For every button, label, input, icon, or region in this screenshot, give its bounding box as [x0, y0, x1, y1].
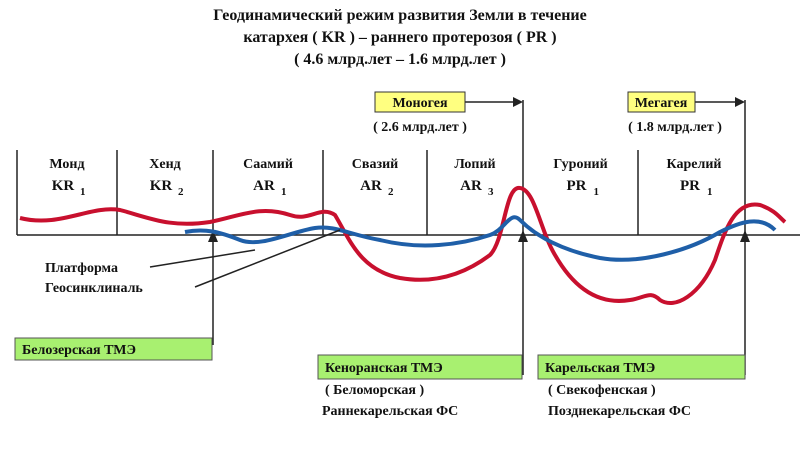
legend-label: Геосинклиналь: [45, 281, 143, 296]
title: ( 4.6 млрд.лет – 1.6 млрд.лет ): [294, 51, 506, 68]
period-code: KR: [150, 178, 173, 194]
period-code: AR: [360, 178, 382, 194]
period-code: PR: [680, 178, 700, 194]
period-code: AR: [253, 178, 275, 194]
period-name: Гуроний: [553, 157, 607, 172]
period-sub: 1: [594, 186, 600, 198]
period-code: KR: [52, 178, 75, 194]
marker-label: Моногея: [392, 96, 447, 111]
periods: Монд KR 1 Хенд KR 2 Саамий AR 1 Свазий AR 2 Лопий AR 3…: [49, 157, 721, 198]
period-sub: 3: [488, 186, 494, 198]
event-phase: Раннекарельская ФС: [322, 404, 458, 419]
event-phase: Позднекарельская ФС: [548, 404, 691, 419]
event-label: Белозерская ТМЭ: [22, 343, 136, 358]
period-sub: 2: [388, 186, 394, 198]
event-box: [317, 354, 523, 380]
period-name: Свазий: [352, 157, 398, 172]
event-box: [14, 337, 213, 361]
period-name: Карелий: [667, 157, 722, 172]
leader: [149, 249, 256, 268]
marker-age: ( 1.8 млрд.лет ): [628, 120, 722, 135]
geosyncline-curve: [19, 186, 787, 306]
period-code: AR: [460, 178, 482, 194]
marker-box: [374, 91, 466, 113]
event-note: ( Беломорская ): [325, 383, 425, 398]
leader: [194, 229, 341, 288]
event-box: [537, 354, 746, 380]
marker-box: [627, 91, 696, 113]
event-label: Кеноранская ТМЭ: [325, 361, 443, 376]
arrows: [208, 97, 750, 242]
period-sub: 1: [80, 186, 86, 198]
period-name: Хенд: [149, 157, 180, 172]
period-sub: 2: [178, 186, 184, 198]
period-sub: 1: [707, 186, 713, 198]
period-code: PR: [567, 178, 587, 194]
period-name: Монд: [49, 157, 84, 172]
title: катархея ( KR ) – раннего протерозоя ( P…: [243, 29, 556, 46]
event-note: ( Свекофенская ): [548, 383, 656, 398]
event-label: Карельская ТМЭ: [545, 361, 655, 376]
legend-label: Платформа: [45, 261, 118, 276]
dividers: [16, 100, 746, 375]
marker-age: ( 2.6 млрд.лет ): [373, 120, 467, 135]
marker-label: Мегагея: [635, 96, 688, 111]
title: Геодинамический режим развития Земли в т…: [213, 7, 586, 24]
period-name: Саамий: [243, 157, 293, 172]
platform-curve: [184, 215, 777, 262]
period-sub: 1: [281, 186, 287, 198]
period-name: Лопий: [454, 157, 495, 172]
